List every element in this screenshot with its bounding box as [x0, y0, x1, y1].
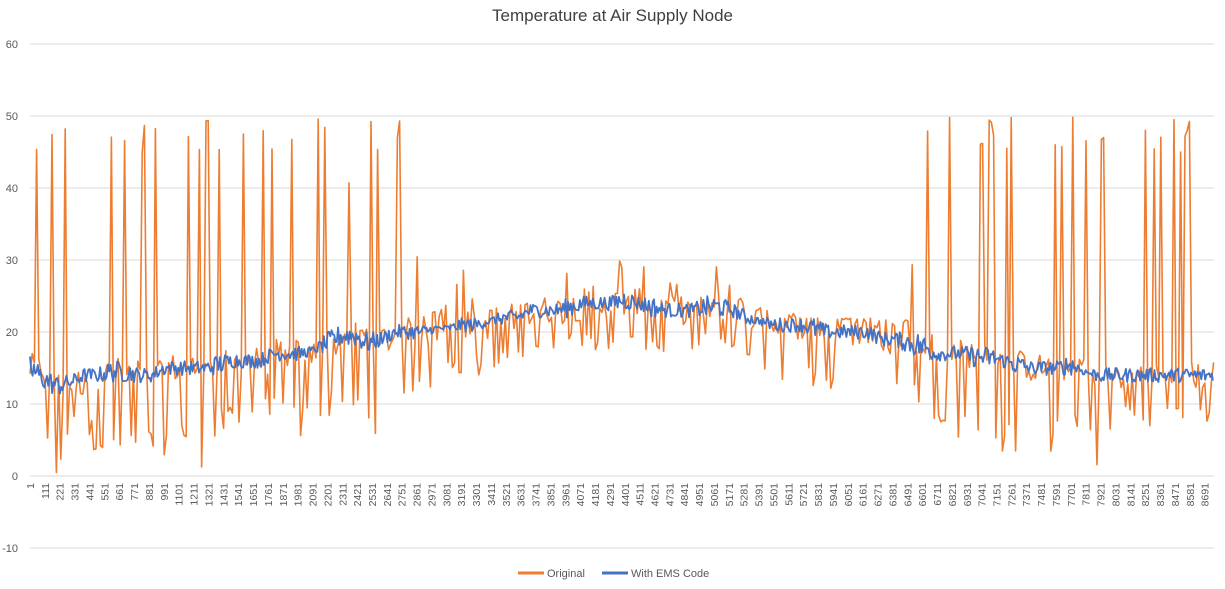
x-tick-label: 7261 [1006, 483, 1018, 507]
x-tick-label: 441 [85, 483, 97, 501]
x-tick-label: 3741 [531, 483, 543, 507]
y-tick-label: 50 [6, 111, 18, 123]
x-tick-label: 1211 [189, 483, 201, 506]
legend: Original With EMS Code [518, 568, 709, 580]
x-tick-label: 6161 [858, 483, 870, 507]
x-tick-label: 881 [144, 483, 156, 501]
x-tick-label: 5611 [783, 483, 795, 506]
x-tick-label: 3961 [560, 483, 572, 507]
y-tick-label: 30 [6, 255, 18, 267]
x-tick-label: 5391 [754, 483, 766, 507]
x-tick-label: 771 [129, 483, 141, 501]
series-line-with-ems-code [29, 293, 1214, 395]
x-tick-label: 2201 [322, 483, 334, 507]
x-tick-label: 1101 [174, 483, 186, 506]
x-tick-label: 3521 [501, 483, 513, 507]
x-tick-label: 8691 [1200, 483, 1212, 507]
y-tick-label: 10 [6, 399, 18, 411]
x-tick-label: 6821 [947, 483, 959, 507]
chart-title: Temperature at Air Supply Node [492, 6, 733, 25]
x-tick-label: 2861 [412, 483, 424, 507]
x-tick-label: 3411 [486, 483, 498, 506]
x-tick-label: 4181 [590, 483, 602, 507]
x-tick-label: 1431 [218, 483, 230, 507]
y-axis-ticks: -10 0 10 20 30 40 50 60 [2, 39, 18, 555]
x-tick-label: 2421 [352, 483, 364, 507]
x-tick-label: 4951 [694, 483, 706, 507]
series-line-original [29, 116, 1215, 474]
x-tick-label: 2641 [382, 483, 394, 507]
x-tick-label: 2531 [367, 483, 379, 507]
x-tick-label: 6711 [932, 483, 944, 506]
x-tick-label: 6491 [902, 483, 914, 507]
x-tick-label: 1651 [248, 483, 260, 507]
x-tick-label: 2311 [337, 483, 349, 506]
x-tick-label: 4731 [664, 483, 676, 507]
x-tick-label: 2971 [427, 483, 439, 507]
x-tick-label: 6051 [843, 483, 855, 507]
y-tick-label: -10 [2, 543, 18, 555]
x-tick-label: 2091 [308, 483, 320, 507]
x-tick-label: 551 [99, 483, 111, 501]
x-tick-label: 8361 [1155, 483, 1167, 507]
x-tick-label: 221 [55, 483, 67, 501]
x-tick-label: 331 [70, 483, 82, 501]
x-tick-label: 3081 [441, 483, 453, 507]
x-tick-label: 4511 [635, 483, 647, 506]
x-tick-label: 7701 [1066, 483, 1078, 507]
x-tick-label: 4841 [679, 483, 691, 507]
x-tick-label: 7811 [1081, 483, 1093, 506]
gridlines [30, 43, 1214, 549]
x-tick-label: 1981 [293, 483, 305, 507]
x-tick-label: 8031 [1111, 483, 1123, 507]
x-tick-label: 7591 [1051, 483, 1063, 507]
x-tick-label: 2751 [397, 483, 409, 507]
x-tick-label: 111 [40, 483, 52, 499]
x-tick-label: 6931 [962, 483, 974, 507]
x-tick-label: 5831 [813, 483, 825, 507]
x-tick-label: 7921 [1096, 483, 1108, 507]
y-tick-label: 60 [6, 39, 18, 51]
x-tick-label: 1321 [203, 483, 215, 507]
x-tick-label: 991 [159, 483, 171, 501]
legend-label: With EMS Code [631, 568, 709, 580]
x-tick-label: 4291 [605, 483, 617, 507]
x-tick-label: 1761 [263, 483, 275, 507]
series-layer [29, 116, 1215, 474]
x-tick-label: 7481 [1036, 483, 1048, 507]
x-tick-label: 8471 [1170, 483, 1182, 507]
x-tick-label: 5501 [769, 483, 781, 507]
x-tick-label: 1 [25, 483, 37, 489]
x-tick-label: 4401 [620, 483, 632, 507]
x-tick-label: 1541 [233, 483, 245, 507]
x-tick-label: 5061 [709, 483, 721, 507]
x-tick-label: 5281 [739, 483, 751, 507]
x-tick-label: 6601 [917, 483, 929, 507]
x-tick-label: 8141 [1125, 483, 1137, 507]
y-tick-label: 40 [6, 183, 18, 195]
x-tick-label: 8581 [1185, 483, 1197, 507]
x-tick-label: 5941 [828, 483, 840, 507]
x-tick-label: 661 [114, 483, 126, 501]
y-tick-label: 20 [6, 327, 18, 339]
x-tick-label: 5721 [798, 483, 810, 507]
x-tick-label: 3191 [456, 483, 468, 507]
x-tick-label: 8251 [1140, 483, 1152, 507]
x-axis-ticks: 1 111 221 331 441 551 661 771 881 991 1101 1211 1321… [25, 483, 1212, 507]
x-tick-label: 3301 [471, 483, 483, 507]
x-tick-label: 4621 [650, 483, 662, 507]
x-tick-label: 4071 [575, 483, 587, 507]
x-tick-label: 7041 [977, 483, 989, 507]
x-tick-label: 7371 [1021, 483, 1033, 507]
x-tick-label: 5171 [724, 483, 736, 507]
x-tick-label: 1871 [278, 483, 290, 507]
x-tick-label: 3631 [516, 483, 528, 507]
x-tick-label: 3851 [545, 483, 557, 507]
legend-label: Original [547, 568, 585, 580]
y-tick-label: 0 [12, 471, 18, 483]
x-tick-label: 7151 [992, 483, 1004, 507]
x-tick-label: 6271 [873, 483, 885, 507]
x-tick-label: 6381 [887, 483, 899, 507]
